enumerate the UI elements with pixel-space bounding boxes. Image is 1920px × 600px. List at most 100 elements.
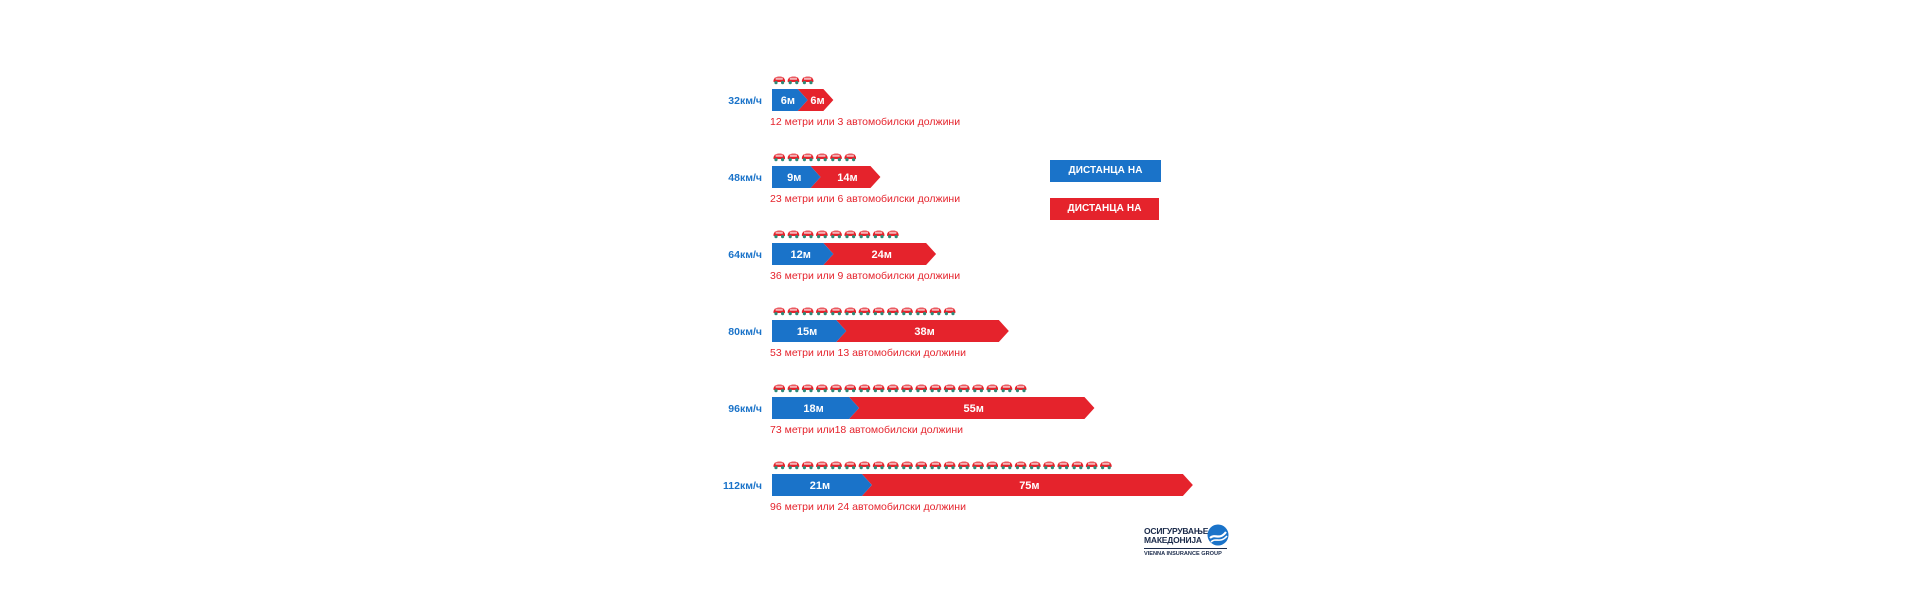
thinking-distance-bar bbox=[772, 89, 808, 111]
thinking-distance-bar bbox=[772, 397, 860, 419]
car-icon bbox=[958, 384, 970, 393]
car-icon bbox=[787, 153, 800, 162]
speed-label: 80км/ч bbox=[728, 326, 762, 338]
logo-line-2: МАКЕДОНИЈА bbox=[1144, 535, 1202, 545]
thinking-distance-label: 12м bbox=[790, 249, 810, 261]
speed-label: 96км/ч bbox=[728, 403, 762, 415]
thinking-distance-bar bbox=[772, 166, 821, 188]
car-icon bbox=[1043, 461, 1055, 470]
car-icon bbox=[872, 461, 885, 470]
car-icon bbox=[830, 461, 842, 470]
car-icon bbox=[801, 384, 814, 393]
car-icon bbox=[943, 461, 956, 470]
car-icon bbox=[816, 153, 828, 162]
car-icon bbox=[801, 153, 814, 162]
car-icon bbox=[801, 76, 814, 85]
car-icon bbox=[816, 230, 828, 239]
legend-braking-distance: ДИСТАНЦА НА КОЧЕЊЕ bbox=[1050, 198, 1159, 236]
braking-distance-label: 6м bbox=[810, 95, 824, 107]
car-icon bbox=[1014, 384, 1027, 393]
car-icon bbox=[773, 230, 785, 239]
car-icon bbox=[887, 384, 899, 393]
car-icon bbox=[816, 461, 828, 470]
car-icon bbox=[929, 384, 942, 393]
car-icon bbox=[787, 230, 800, 239]
car-icon bbox=[1071, 461, 1084, 470]
car-icon bbox=[943, 384, 956, 393]
car-icon bbox=[801, 307, 814, 316]
logo-rule bbox=[1144, 548, 1227, 549]
braking-distance-label: 24м bbox=[872, 249, 892, 261]
car-icon bbox=[1057, 461, 1069, 470]
car-icon bbox=[958, 461, 970, 470]
car-icon bbox=[872, 307, 885, 316]
thinking-distance-bar bbox=[772, 320, 847, 342]
car-icon bbox=[830, 384, 842, 393]
braking-distance-label: 75м bbox=[1019, 480, 1039, 492]
car-icon bbox=[844, 461, 856, 470]
thinking-distance-label: 18м bbox=[803, 403, 823, 415]
logo-line-1: ОСИГУРУВАЊЕ bbox=[1144, 526, 1209, 536]
company-logo: ОСИГУРУВАЊЕ МАКЕДОНИЈА VIENNA INSURANCE … bbox=[1144, 523, 1229, 563]
thinking-distance-bar bbox=[772, 243, 834, 265]
car-icon bbox=[887, 307, 899, 316]
car-icon bbox=[915, 307, 927, 316]
car-icon bbox=[972, 384, 984, 393]
car-icon bbox=[830, 153, 842, 162]
car-icon bbox=[1029, 461, 1041, 470]
car-icon bbox=[830, 230, 842, 239]
car-icon bbox=[773, 153, 785, 162]
speed-label: 64км/ч bbox=[728, 249, 762, 261]
car-icon bbox=[801, 461, 814, 470]
logo-line-3: VIENNA INSURANCE GROUP bbox=[1144, 551, 1222, 557]
speed-label: 32км/ч bbox=[728, 95, 762, 107]
car-icon bbox=[858, 230, 871, 239]
car-icon bbox=[787, 76, 800, 85]
car-icon bbox=[887, 461, 899, 470]
car-icon bbox=[844, 384, 856, 393]
legend-thinking-distance: ДИСТАНЦА НА МИСЛЕЊЕ bbox=[1050, 160, 1161, 198]
car-icon bbox=[1085, 461, 1098, 470]
car-icon bbox=[943, 307, 956, 316]
car-icon bbox=[929, 461, 942, 470]
car-icon bbox=[1000, 461, 1013, 470]
car-icon bbox=[872, 230, 885, 239]
braking-distance-bar bbox=[861, 474, 1193, 496]
distance-note: 96 метри или 24 автомобилски должини bbox=[770, 501, 966, 513]
car-icon bbox=[858, 461, 871, 470]
braking-distance-label: 14м bbox=[837, 172, 857, 184]
car-icon bbox=[844, 230, 856, 239]
car-icon bbox=[858, 384, 871, 393]
distance-note: 12 метри или 3 автомобилски должини bbox=[770, 116, 960, 128]
thinking-distance-label: 6м bbox=[781, 95, 795, 107]
car-icon bbox=[816, 384, 828, 393]
braking-distance-bar bbox=[823, 243, 937, 265]
car-icon bbox=[787, 461, 800, 470]
braking-distance-bar bbox=[836, 320, 1009, 342]
car-icon bbox=[787, 384, 800, 393]
car-icon bbox=[915, 461, 927, 470]
distance-note: 73 метри или18 автомобилски должини bbox=[770, 424, 963, 436]
car-icon bbox=[773, 461, 785, 470]
thinking-distance-bar bbox=[772, 474, 872, 496]
car-icon bbox=[773, 384, 785, 393]
logo-wave-icon bbox=[1207, 524, 1229, 546]
car-icon bbox=[972, 461, 984, 470]
car-icon bbox=[1100, 461, 1112, 470]
braking-distance-bar bbox=[849, 397, 1095, 419]
distance-note: 53 метри или 13 автомобилски должини bbox=[770, 347, 966, 359]
car-icon bbox=[872, 384, 885, 393]
car-icon bbox=[986, 461, 998, 470]
car-icon bbox=[773, 307, 785, 316]
car-icon bbox=[844, 153, 856, 162]
car-icon bbox=[887, 230, 899, 239]
thinking-distance-label: 9м bbox=[787, 172, 801, 184]
car-icon bbox=[801, 230, 814, 239]
thinking-distance-label: 15м bbox=[797, 326, 817, 338]
braking-distance-bar bbox=[797, 89, 834, 111]
distance-note: 36 метри или 9 автомобилски должини bbox=[770, 270, 960, 282]
distance-note: 23 метри или 6 автомобилски должини bbox=[770, 193, 960, 205]
braking-distance-label: 55м bbox=[964, 403, 984, 415]
car-icon bbox=[1000, 384, 1013, 393]
